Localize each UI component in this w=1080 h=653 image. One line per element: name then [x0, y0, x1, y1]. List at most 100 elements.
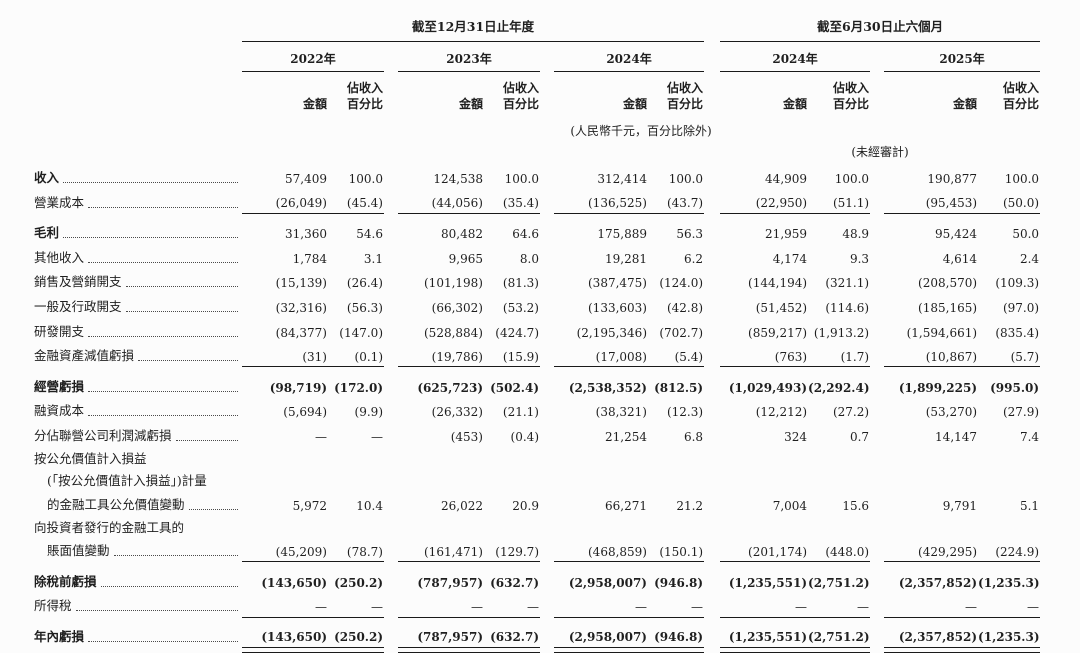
cell-value: —: [315, 599, 327, 614]
cell-value: —: [795, 599, 808, 614]
dotted-leader: [88, 192, 238, 208]
row-label-wrap: 年內虧損: [34, 626, 242, 645]
cell-value: 100.0: [834, 171, 870, 186]
group-gap: [704, 164, 720, 189]
group-gap: [540, 164, 554, 189]
year-header-row: 2022年 2023年 2024年 2024年 2025年: [34, 41, 1041, 72]
group-gap: [704, 189, 720, 214]
unaudited-note-row: (未經審計): [34, 141, 1040, 164]
group-gap: [704, 469, 720, 491]
group-gap: [384, 318, 398, 343]
cell-value: 5,972: [292, 498, 327, 513]
group-gap: [384, 219, 398, 244]
sum-rule: [978, 212, 1041, 220]
cell-value: (12.3): [666, 405, 704, 420]
group-gap: [540, 648, 554, 653]
group-gap: [540, 269, 554, 294]
cell-value: [398, 515, 484, 537]
group-gap: [870, 422, 884, 447]
group-gap: [384, 189, 398, 214]
cell-value: 31,360: [285, 227, 327, 242]
cell-value: (161,471): [424, 544, 483, 559]
sum-rule: [554, 647, 648, 653]
cell-value: (26,049): [275, 196, 327, 211]
cell-value: —: [315, 429, 327, 444]
cell-value: (185,165): [918, 300, 978, 315]
cell-value: 64.6: [512, 227, 539, 242]
row-label-text: 的金融工具公允價值變動: [47, 496, 185, 512]
sum-rule: [884, 647, 979, 653]
pct-column-header: 佔收入 百分比: [484, 72, 540, 119]
income-statement-table: 截至12月31日止年度 截至6月30日止六個月 2022年 2023年 2024…: [34, 16, 1041, 653]
row-label-text: 融資成本: [34, 403, 85, 419]
group-gap: [704, 318, 720, 343]
empty-cell: [34, 72, 242, 119]
group-gap: [540, 568, 554, 593]
interim-period-group-header: 截至6月30日止六個月: [720, 16, 1041, 42]
cell-value: [884, 469, 978, 491]
cell-value: (1,235.3): [978, 630, 1040, 645]
cell-value: [554, 469, 648, 491]
cell-value: (787,957): [417, 630, 483, 645]
row-label-wrap: 向投資者發行的金融工具的: [34, 517, 242, 536]
group-gap: [870, 164, 884, 189]
group-gap: [540, 469, 554, 491]
cell-value: (44,056): [431, 196, 483, 211]
pct-column-header: 佔收入 百分比: [808, 72, 870, 119]
group-gap: [870, 72, 884, 119]
cell-value: (45,209): [275, 544, 327, 559]
table-row: 融資成本 (5,694) (9.9) (26,332) (21.1) (38,321) (1…: [34, 398, 1040, 423]
cell-value: (97.0): [1002, 300, 1040, 315]
cell-value: (35.4): [502, 196, 539, 211]
row-label: 融資成本: [34, 398, 242, 423]
cell-value: (26,332): [431, 405, 483, 420]
cell-value: 80,482: [441, 227, 483, 242]
cell-value: (27.9): [1002, 405, 1040, 420]
cell-value: 50.0: [1012, 227, 1040, 242]
cell-value: [242, 447, 328, 469]
cell-value: (1,235,551): [728, 575, 808, 590]
group-gap: [540, 447, 554, 469]
cell-value: (946.8): [654, 630, 704, 645]
cell-value: (0.4): [510, 429, 539, 444]
cell-value: (1,029,493): [728, 380, 808, 395]
row-label: 營業成本: [34, 189, 242, 214]
cell-value: 9,791: [942, 498, 978, 513]
cell-value: (1.7): [840, 349, 870, 364]
cell-value: 21,254: [605, 429, 647, 444]
cell-value: (31): [302, 349, 327, 364]
cell-value: [978, 515, 1040, 537]
cell-value: (1,899,225): [898, 380, 978, 395]
cell-value: [398, 469, 484, 491]
cell-value: (95,453): [925, 196, 978, 211]
year-header-2025-interim: 2025年: [884, 41, 1041, 72]
cell-value: 8.0: [519, 251, 539, 266]
cell-value: (787,957): [417, 575, 483, 590]
amount-column-header: 金額: [953, 96, 978, 111]
row-label-wrap: 除稅前虧損: [34, 571, 242, 590]
cell-value: 57,409: [285, 171, 327, 186]
dotted-leader: [63, 222, 238, 239]
cell-value: (995.0): [990, 380, 1040, 395]
group-gap: [540, 373, 554, 398]
row-label: 研發開支: [34, 318, 242, 343]
cell-value: (114.6): [825, 300, 870, 315]
cell-value: (53.2): [502, 300, 539, 315]
cell-value: 6.8: [683, 429, 704, 444]
cell-value: 10.4: [356, 498, 383, 513]
sum-rule: [398, 366, 484, 373]
cell-value: (208,570): [918, 276, 978, 291]
group-gap: [540, 219, 554, 244]
empty-cell: [242, 141, 704, 164]
sum-rule: [484, 366, 540, 373]
row-label-text: 毛利: [34, 225, 60, 241]
cell-value: 100.0: [504, 171, 539, 186]
amount-column-header: 金額: [302, 96, 327, 111]
row-label-text: 營業成本: [34, 194, 85, 210]
period-group-header-row: 截至12月31日止年度 截至6月30日止六個月: [34, 16, 1041, 42]
cell-value: (528,884): [424, 325, 483, 340]
group-gap: [870, 219, 884, 244]
cell-value: [242, 515, 328, 537]
cell-value: —: [471, 599, 483, 614]
